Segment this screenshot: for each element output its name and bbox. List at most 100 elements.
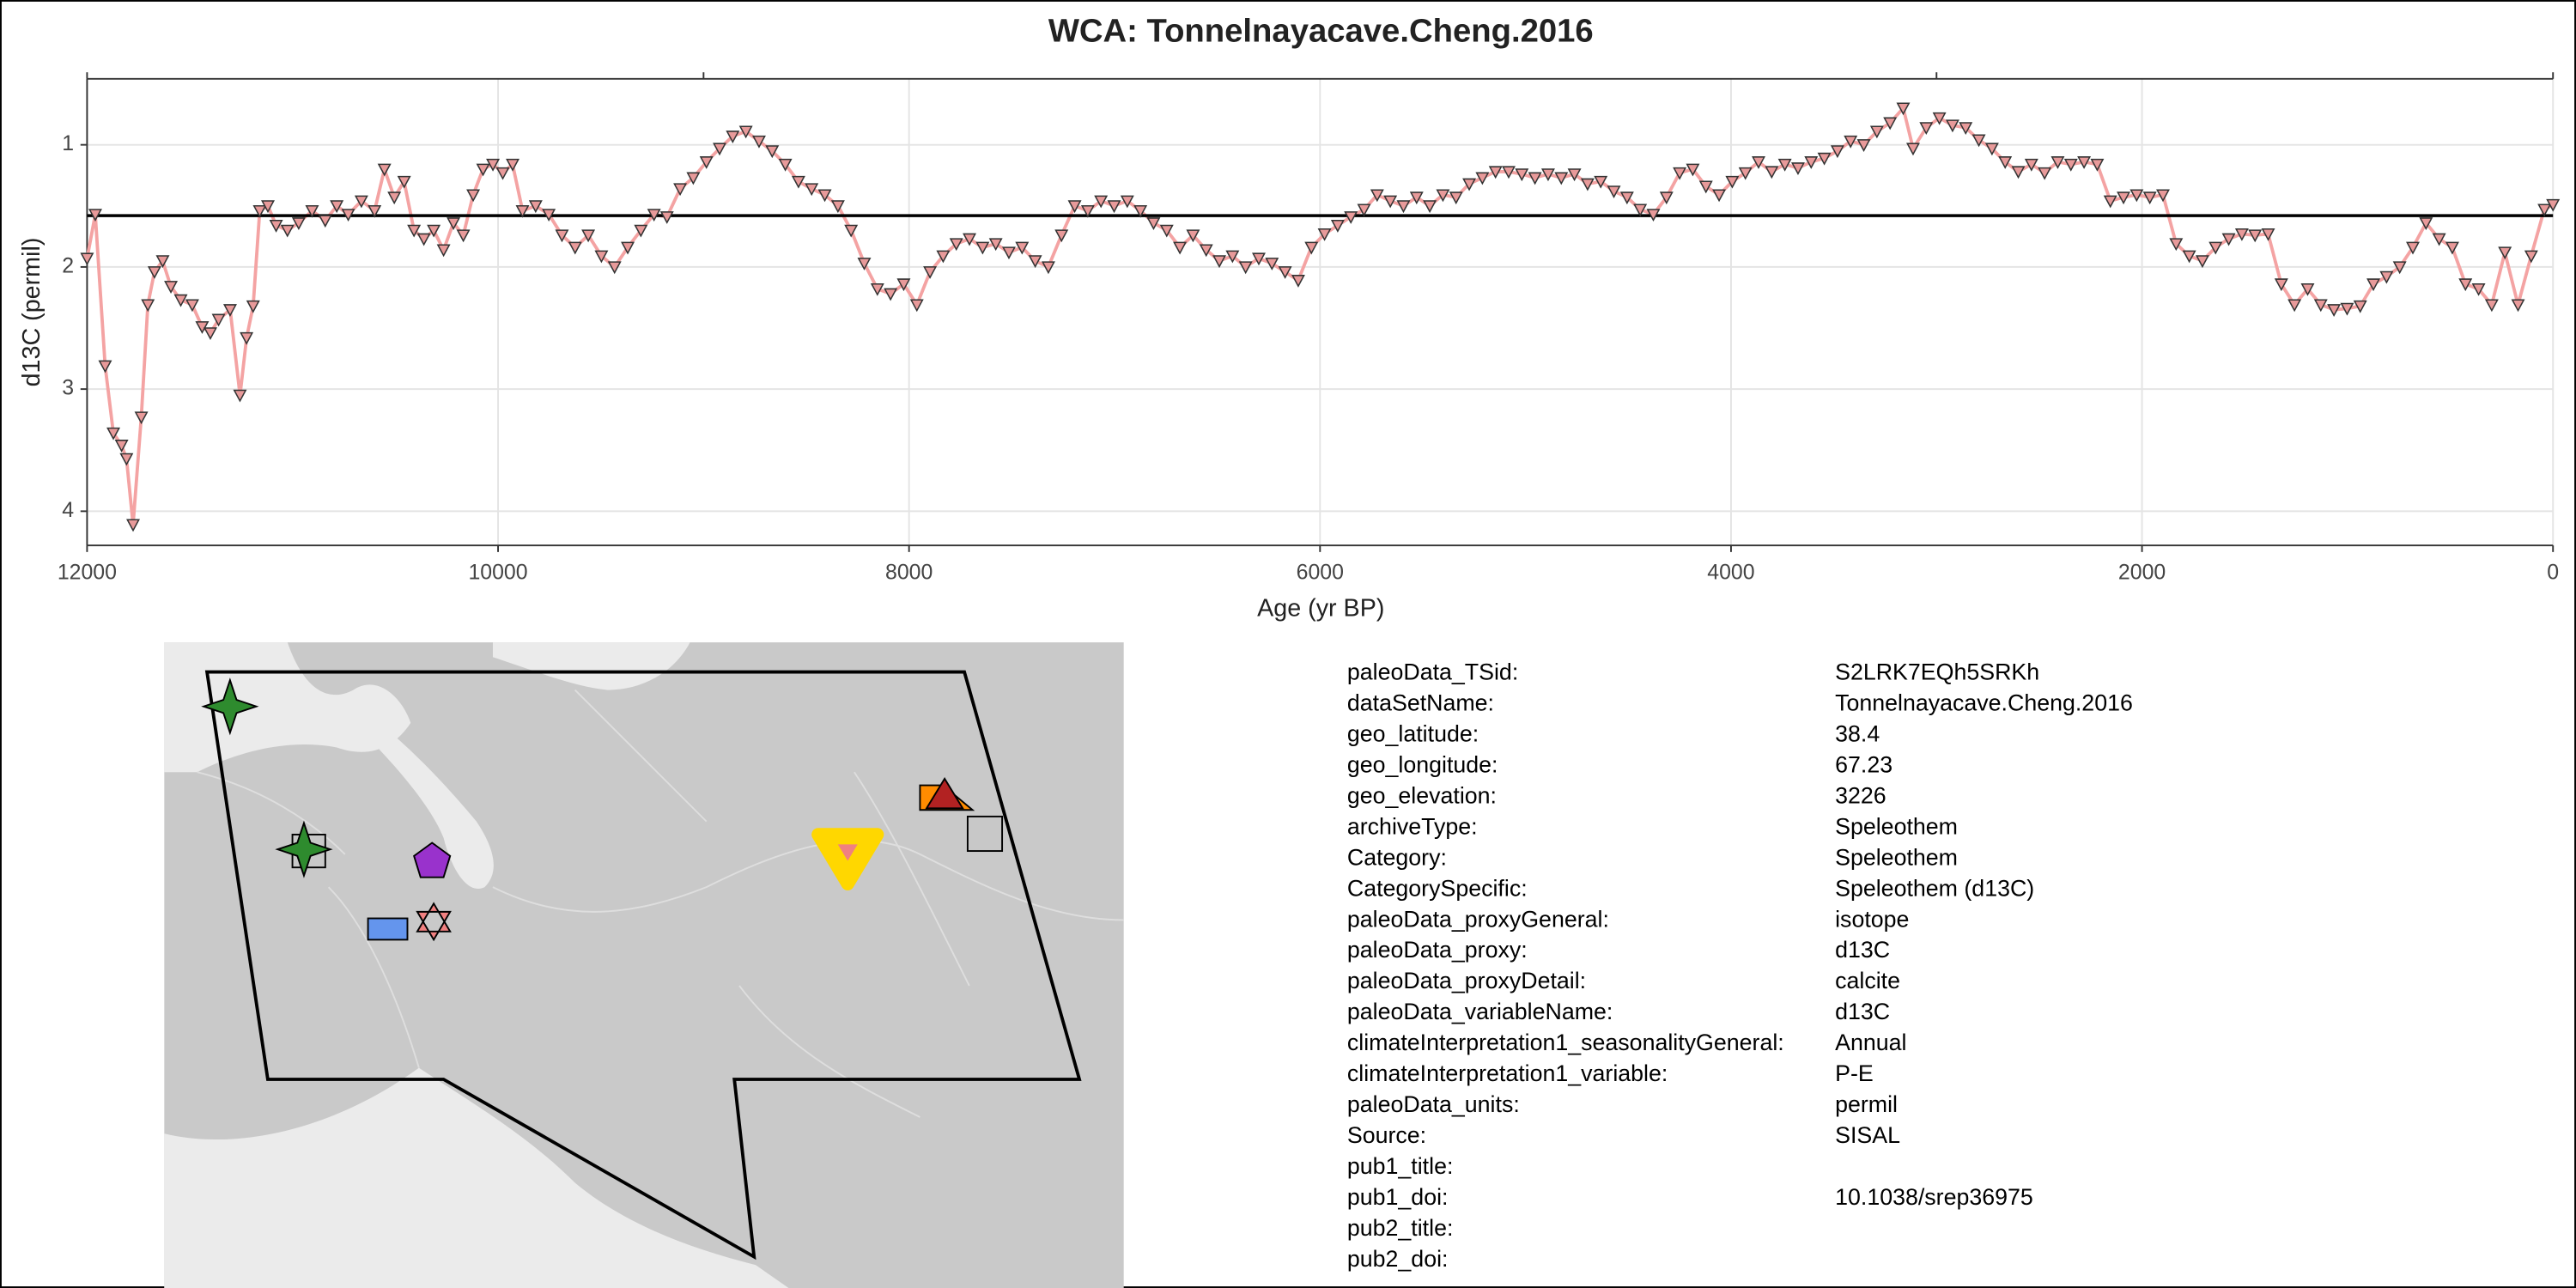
data-point bbox=[1173, 241, 1188, 255]
data-point bbox=[2406, 241, 2420, 255]
water-gulf bbox=[164, 1067, 789, 1288]
data-point bbox=[1409, 191, 1424, 205]
data-point bbox=[1844, 135, 1858, 149]
site-marker bbox=[367, 917, 409, 941]
data-point bbox=[1502, 166, 1516, 179]
data-point bbox=[1423, 200, 1437, 214]
data-point bbox=[240, 331, 254, 345]
data-point bbox=[830, 200, 845, 214]
data-point bbox=[2142, 191, 2157, 205]
data-point bbox=[2379, 270, 2394, 284]
data-point bbox=[699, 156, 714, 169]
data-point bbox=[387, 191, 402, 205]
data-point bbox=[2484, 299, 2499, 313]
data-point bbox=[1488, 166, 1503, 179]
data-point bbox=[975, 241, 990, 255]
data-point bbox=[1330, 220, 1345, 233]
data-point bbox=[1883, 117, 1898, 131]
data-point bbox=[988, 238, 1003, 252]
data-point bbox=[2392, 261, 2407, 275]
chart-title: WCA: Tonnelnayacave.Cheng.2016 bbox=[1048, 12, 1594, 49]
data-point bbox=[318, 215, 332, 228]
x-axis-label: Age (yr BP) bbox=[1257, 594, 1384, 622]
data-point bbox=[1357, 204, 1371, 217]
data-point bbox=[1449, 191, 1463, 205]
data-point bbox=[2498, 246, 2512, 260]
x-tick-label: 0 bbox=[2547, 560, 2559, 584]
data-point bbox=[98, 360, 112, 374]
site-marker bbox=[416, 902, 452, 942]
data-point bbox=[1199, 244, 1213, 258]
data-point bbox=[2221, 233, 2236, 246]
data-point bbox=[896, 278, 911, 292]
y-tick-label: 2 bbox=[62, 253, 74, 277]
data-point bbox=[528, 200, 543, 214]
data-point bbox=[1906, 143, 1920, 156]
data-point bbox=[377, 163, 392, 177]
data-point bbox=[2050, 156, 2065, 169]
meta-value: d13C bbox=[1835, 937, 1890, 963]
meta-value: 67.23 bbox=[1835, 751, 1893, 777]
data-point bbox=[341, 209, 355, 222]
data-point bbox=[1515, 168, 1529, 182]
x-tick-label: 8000 bbox=[885, 560, 933, 584]
data-point bbox=[2300, 283, 2315, 296]
data-point bbox=[1528, 172, 1542, 185]
data-point bbox=[2011, 166, 2026, 179]
meta-key: paleoData_proxyGeneral: bbox=[1347, 906, 1609, 932]
data-point bbox=[1712, 189, 1727, 203]
data-point bbox=[1752, 156, 1765, 169]
site-marker bbox=[275, 820, 333, 878]
data-point bbox=[416, 233, 431, 246]
data-point bbox=[936, 250, 951, 264]
data-point bbox=[1396, 200, 1411, 214]
meta-value: Annual bbox=[1835, 1030, 1906, 1055]
data-point bbox=[204, 327, 217, 341]
data-point bbox=[1959, 122, 1973, 136]
data-point bbox=[2287, 299, 2302, 313]
site-marker bbox=[966, 815, 1004, 853]
meta-key: geo_latitude: bbox=[1347, 720, 1479, 746]
data-point bbox=[164, 281, 179, 294]
data-point bbox=[246, 300, 260, 313]
data-point bbox=[1159, 224, 1174, 238]
data-point bbox=[1462, 178, 1477, 191]
meta-key: pub2_doi: bbox=[1347, 1246, 1449, 1272]
data-point bbox=[2366, 278, 2381, 292]
data-point bbox=[713, 143, 727, 156]
data-point bbox=[1971, 134, 1986, 148]
data-point bbox=[134, 411, 149, 425]
y-tick-label: 1 bbox=[62, 131, 74, 155]
data-point bbox=[2090, 158, 2105, 172]
meta-value: P-E bbox=[1835, 1060, 1874, 1086]
data-point bbox=[778, 158, 793, 172]
data-point bbox=[2524, 250, 2538, 264]
data-point bbox=[1278, 266, 1292, 279]
data-point bbox=[659, 211, 674, 224]
data-point bbox=[1594, 175, 1608, 189]
x-tick-label: 2000 bbox=[2118, 560, 2166, 584]
data-point bbox=[2038, 167, 2052, 180]
data-point bbox=[1133, 204, 1148, 218]
data-point bbox=[1896, 102, 1911, 116]
data-point bbox=[80, 252, 94, 266]
data-point bbox=[1998, 156, 2013, 169]
data-point bbox=[486, 158, 501, 172]
borders bbox=[197, 689, 1124, 1118]
data-point bbox=[506, 158, 520, 172]
data-point bbox=[923, 266, 938, 279]
x-tick-label: 4000 bbox=[1707, 560, 1754, 584]
data-point bbox=[2419, 217, 2433, 230]
data-point bbox=[542, 209, 556, 222]
data-point bbox=[909, 299, 924, 313]
data-point bbox=[607, 261, 622, 275]
x-tick-label: 10000 bbox=[468, 560, 527, 584]
data-point bbox=[2208, 241, 2223, 255]
data-point bbox=[2511, 299, 2525, 313]
meta-key: paleoData_proxy: bbox=[1347, 937, 1528, 963]
data-point bbox=[1698, 180, 1713, 194]
data-point bbox=[1738, 167, 1753, 180]
meta-key: paleoData_TSid: bbox=[1347, 659, 1518, 685]
data-point bbox=[330, 200, 344, 214]
data-point bbox=[2432, 233, 2446, 246]
